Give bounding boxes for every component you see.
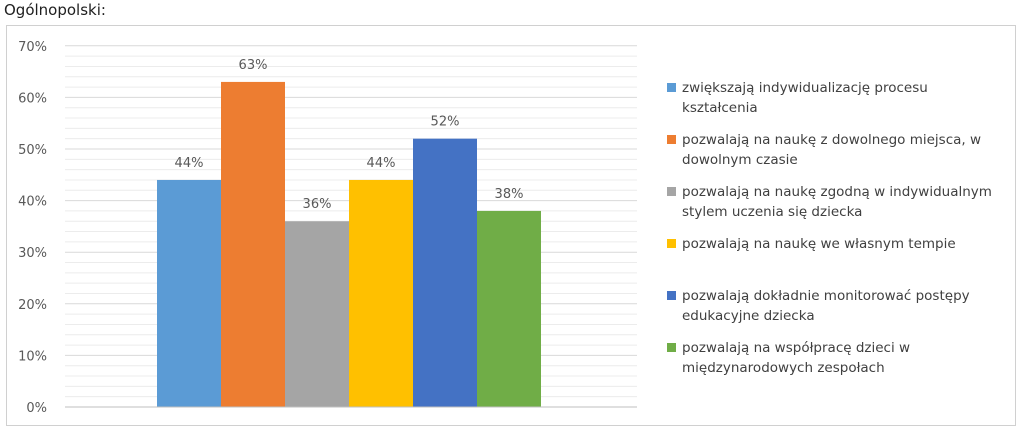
- bar: [157, 179, 221, 407]
- legend-swatch: [667, 343, 676, 352]
- legend-label-line: pozwalają na naukę zgodną w indywidualny…: [682, 184, 992, 200]
- y-tick-label: 30%: [18, 246, 47, 261]
- y-tick-label: 10%: [18, 349, 47, 364]
- y-tick-label: 50%: [18, 143, 47, 158]
- legend-item: pozwalają na współpracę dzieci w międzyna…: [667, 338, 1007, 378]
- bar: [413, 138, 477, 407]
- legend-item: pozwalają dokładnie monitorować postępy e…: [667, 286, 1007, 326]
- y-tick-label: 0%: [26, 401, 47, 416]
- legend-item: zwiększają indywidualizację procesu kszta…: [667, 78, 1007, 118]
- data-label: 36%: [303, 197, 332, 212]
- legend-label-line: pozwalają na współpracę dzieci w: [682, 340, 911, 356]
- legend-label-line: stylem uczenia się dziecka: [682, 204, 863, 220]
- data-label: 44%: [367, 156, 396, 171]
- legend-label-line: edukacyjne dziecka: [682, 308, 815, 324]
- legend-label-line: kształcenia: [682, 100, 758, 116]
- legend-label-line: dowolnym czasie: [682, 152, 798, 168]
- chart-frame: 0% 10% 20% 30% 40% 50% 60% 70% 44% 63% 36% 44% 52% 38…: [6, 25, 1016, 426]
- legend-label: pozwalają na naukę zgodną w indywidualny…: [682, 182, 992, 222]
- legend-label: pozwalają na współpracę dzieci w międzyna…: [682, 338, 910, 378]
- legend-label: pozwalają na naukę z dowolnego miejsca, …: [682, 130, 981, 170]
- page-heading: Ogólnopolski:: [4, 1, 106, 19]
- legend-swatch: [667, 187, 676, 196]
- y-tick-label: 20%: [18, 298, 47, 313]
- legend-swatch: [667, 239, 676, 248]
- bar: [221, 81, 285, 408]
- legend-label: pozwalają dokładnie monitorować postępy e…: [682, 286, 970, 326]
- bar: [285, 221, 349, 407]
- legend-item: pozwalają na naukę z dowolnego miejsca, …: [667, 130, 1007, 170]
- legend-item: pozwalają na naukę zgodną w indywidualny…: [667, 182, 1007, 222]
- legend-swatch: [667, 291, 676, 300]
- y-tick-label: 70%: [18, 40, 47, 55]
- data-label: 52%: [431, 115, 460, 130]
- legend-label-line: zwiększają indywidualizację procesu: [682, 80, 928, 96]
- legend-item: pozwalają na naukę we własnym tempie: [667, 234, 1007, 254]
- data-label: 44%: [175, 156, 204, 171]
- bar: [477, 210, 541, 407]
- bar-chart-plot: 0% 10% 20% 30% 40% 50% 60% 70% 44% 63% 36% 44% 52% 38…: [18, 40, 637, 416]
- y-tick-label: 40%: [18, 195, 47, 210]
- legend-label-line: pozwalają na naukę z dowolnego miejsca, …: [682, 132, 982, 148]
- legend-swatch: [667, 135, 676, 144]
- legend-label-line: międzynarodowych zespołach: [682, 360, 885, 376]
- data-label: 63%: [239, 58, 268, 73]
- legend-label-line: pozwalają na naukę we własnym tempie: [682, 236, 956, 252]
- bar: [349, 179, 413, 407]
- legend-label: pozwalają na naukę we własnym tempie: [682, 234, 956, 254]
- legend-label-line: pozwalają dokładnie monitorować postępy: [682, 288, 970, 304]
- legend-label: zwiększają indywidualizację procesu kszta…: [682, 78, 928, 118]
- data-label: 38%: [495, 187, 524, 202]
- legend-swatch: [667, 83, 676, 92]
- y-tick-label: 60%: [18, 91, 47, 106]
